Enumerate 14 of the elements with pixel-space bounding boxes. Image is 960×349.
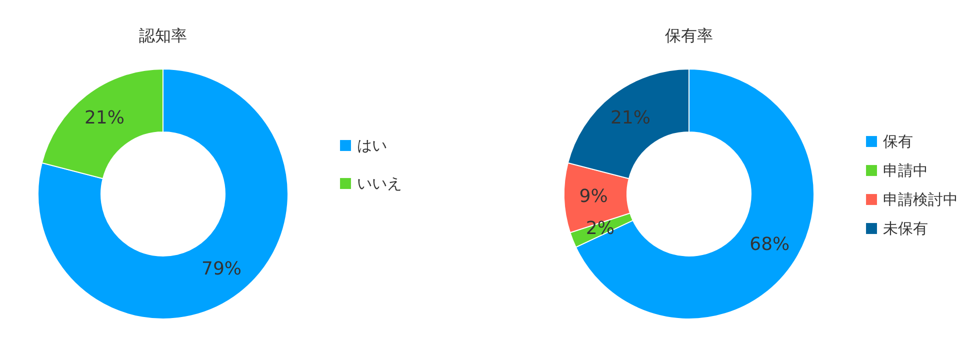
data-label: 68% <box>750 234 790 256</box>
legend-label: はい <box>357 136 387 154</box>
legend-label: 未保有 <box>883 220 928 238</box>
data-label: 9% <box>579 186 608 207</box>
chart-title: 認知率 <box>139 26 187 45</box>
legend-label: 保有 <box>883 132 913 150</box>
data-label: 79% <box>202 258 242 280</box>
data-label: 21% <box>610 108 650 129</box>
legend-label: 申請中 <box>883 162 928 180</box>
chart-title: 保有率 <box>665 26 713 45</box>
legend-label: 申請検討中 <box>883 190 958 208</box>
data-label: 21% <box>84 108 124 129</box>
legend-label: いいえ <box>357 174 402 192</box>
donut-slice <box>38 68 288 320</box>
